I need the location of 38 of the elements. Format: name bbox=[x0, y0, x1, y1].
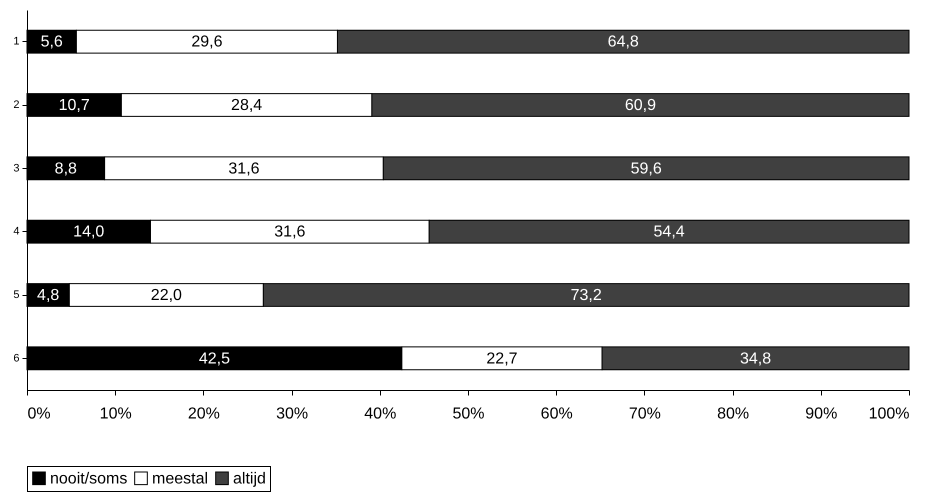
x-tick-label: 0% bbox=[28, 406, 51, 422]
x-tick-label: 100% bbox=[868, 406, 910, 422]
data-label: 5,6 bbox=[40, 34, 63, 51]
y-tick-label: 4 bbox=[13, 226, 20, 238]
data-label: 34,8 bbox=[740, 350, 772, 368]
data-label: 60,9 bbox=[624, 97, 656, 114]
legend-label: meestal bbox=[152, 470, 208, 488]
data-label: 59,6 bbox=[630, 160, 662, 178]
y-tick-label: 1 bbox=[13, 36, 20, 48]
x-tick-label: 30% bbox=[276, 406, 308, 422]
data-label: 22,0 bbox=[150, 287, 182, 304]
data-label: 31,6 bbox=[228, 160, 260, 178]
data-label: 10,7 bbox=[58, 97, 90, 114]
x-tick-label: 90% bbox=[805, 406, 838, 422]
data-label: 31,6 bbox=[274, 224, 306, 241]
x-tick-label: 60% bbox=[540, 406, 573, 422]
x-tick-label: 70% bbox=[628, 406, 661, 422]
x-tick-label: 20% bbox=[188, 406, 220, 422]
x-tick-label: 50% bbox=[452, 406, 485, 422]
data-label: 4,8 bbox=[37, 287, 60, 304]
data-label: 73,2 bbox=[570, 287, 602, 304]
x-tick-label: 10% bbox=[100, 406, 132, 422]
data-label: 54,4 bbox=[654, 224, 685, 241]
legend-label: altijd bbox=[233, 470, 266, 488]
data-label: 42,5 bbox=[198, 350, 230, 368]
data-label: 14,0 bbox=[73, 224, 104, 241]
data-label: 22,7 bbox=[486, 350, 518, 368]
x-tick-label: 80% bbox=[717, 406, 750, 422]
y-tick-label: 3 bbox=[13, 162, 20, 174]
data-label: 29,6 bbox=[191, 34, 223, 51]
data-label: 8,8 bbox=[54, 160, 78, 178]
y-tick-label: 2 bbox=[13, 99, 20, 111]
data-label: 28,4 bbox=[231, 97, 262, 114]
x-tick-label: 40% bbox=[364, 406, 396, 422]
y-tick-label: 5 bbox=[13, 289, 20, 301]
y-tick-label: 6 bbox=[13, 352, 20, 364]
data-label: 64,8 bbox=[608, 34, 639, 51]
legend-label: nooit/soms bbox=[50, 470, 128, 488]
